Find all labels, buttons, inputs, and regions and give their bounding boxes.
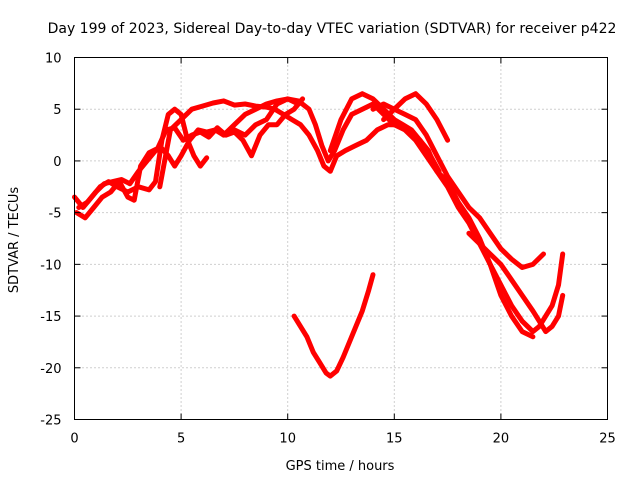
y-tick-label: 10: [45, 52, 62, 67]
series-track-b: [76, 96, 301, 210]
y-tick-label: -5: [49, 207, 62, 222]
series-track-j: [291, 272, 376, 379]
y-axis-ticks: -25 -20 -15 -10 -5 0 5 10: [40, 52, 608, 429]
x-tick-label: 5: [177, 432, 185, 447]
series-track-i: [466, 230, 566, 335]
series-track-g: [370, 101, 546, 270]
series-track-d: [157, 98, 442, 190]
series-track-h: [381, 91, 451, 143]
x-tick-label: 0: [70, 432, 78, 447]
y-tick-label: -25: [40, 414, 61, 429]
y-tick-label: 5: [53, 103, 61, 118]
series-track-c: [74, 96, 306, 221]
series-track-e: [221, 96, 536, 340]
chart-title: Day 199 of 2023, Sidereal Day-to-day VTE…: [48, 21, 617, 37]
y-axis-label: SDTVAR / TECUs: [7, 187, 22, 294]
series-track-f: [327, 91, 566, 335]
x-tick-label: 20: [493, 432, 510, 447]
x-tick-label: 15: [386, 432, 403, 447]
data-series: [72, 91, 566, 379]
x-tick-label: 10: [279, 432, 296, 447]
y-tick-label: -15: [40, 310, 61, 325]
x-axis-label: GPS time / hours: [286, 459, 395, 474]
x-tick-label: 25: [599, 432, 616, 447]
y-tick-label: 0: [53, 155, 61, 170]
plot-frame: [74, 57, 608, 420]
y-tick-label: -10: [40, 258, 61, 273]
x-axis-ticks: 0 5 10 15 20 25: [70, 57, 616, 447]
y-tick-label: -20: [40, 362, 61, 377]
